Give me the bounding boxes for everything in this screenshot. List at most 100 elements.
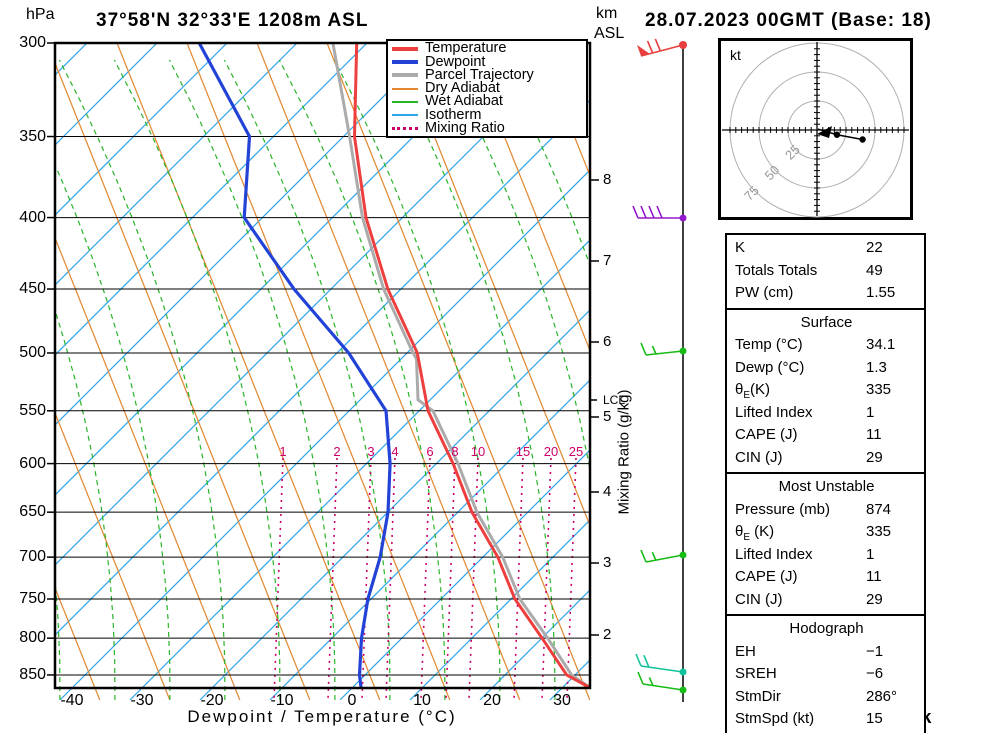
table-row-label: θE(K) bbox=[735, 381, 771, 401]
table-row-value: 874 bbox=[866, 500, 892, 518]
table-row: PW (cm) 1.55 bbox=[735, 282, 918, 305]
wet-adiabat-line bbox=[223, 59, 391, 700]
mixing-ratio-label: 4 bbox=[391, 444, 399, 459]
table-row: Lifted Index 1 bbox=[735, 402, 918, 425]
km-tick-label: 2 bbox=[603, 626, 612, 643]
table-row-value: 1 bbox=[866, 545, 875, 563]
table-row-label: CIN (J) bbox=[735, 448, 783, 466]
dry-adiabat-line bbox=[256, 43, 521, 700]
dry-adiabat-line bbox=[55, 411, 171, 700]
table-row: Totals Totals 49 bbox=[735, 260, 918, 283]
dry-adiabat-line bbox=[396, 43, 590, 528]
pressure-tick-label: 650 bbox=[19, 503, 46, 521]
isotherm-line bbox=[409, 519, 590, 700]
mixing-ratio-line bbox=[513, 457, 524, 700]
wet-adiabat-line bbox=[168, 59, 336, 700]
legend-item-label: Parcel Trajectory bbox=[425, 66, 534, 83]
hodograph-trace-dot bbox=[833, 131, 841, 138]
barb-station-dot bbox=[679, 551, 687, 559]
wind-barb bbox=[635, 653, 687, 676]
temperature-tick-label: -20 bbox=[200, 692, 224, 709]
mixing-ratio-label: 8 bbox=[451, 444, 459, 459]
legend-item: Parcel Trajectory bbox=[392, 66, 586, 83]
table-row: EH −1 bbox=[735, 641, 918, 664]
table-row: Pressure (mb) 874 bbox=[735, 499, 918, 522]
table-row-value: 1.3 bbox=[866, 358, 887, 376]
wind-barb bbox=[640, 549, 687, 563]
table-row-value: 22 bbox=[866, 239, 883, 256]
mixing-ratio-line bbox=[327, 457, 338, 700]
table-row-value: 11 bbox=[866, 426, 882, 443]
mixing-ratio-line bbox=[445, 457, 456, 700]
pressure-tick-label: 800 bbox=[19, 629, 46, 647]
legend-sample-line bbox=[392, 126, 418, 130]
pressure-axis-unit: hPa bbox=[26, 6, 55, 23]
legend-item-label: Temperature bbox=[425, 40, 507, 57]
mixing-ratio-label: 10 bbox=[470, 444, 486, 459]
dewpoint-curve bbox=[197, 43, 392, 688]
table-row-label: Pressure (mb) bbox=[735, 500, 831, 518]
legend-item-label: Wet Adiabat bbox=[425, 93, 503, 110]
pressure-tick-label: 400 bbox=[19, 208, 46, 226]
km-axis-unit: km bbox=[596, 5, 618, 22]
dry-adiabat-line bbox=[55, 61, 311, 700]
mixing-ratio-axis-title: Mixing Ratio (g/kg) bbox=[615, 389, 633, 515]
temperature-axis-title: Dewpoint / Temperature (°C) bbox=[187, 707, 457, 726]
temperature-tick-label: -30 bbox=[130, 692, 154, 709]
table-row-label: StmSpd (kt) bbox=[735, 710, 815, 727]
legend-item-label: Mixing Ratio bbox=[425, 119, 505, 136]
table-row-label: PW (cm) bbox=[735, 284, 794, 301]
km-tick-label: 5 bbox=[603, 408, 612, 425]
temperature-tick-label: 0 bbox=[347, 692, 357, 709]
dry-adiabat-line bbox=[326, 43, 590, 700]
wet-adiabat-line bbox=[443, 59, 590, 474]
legend-item-label: Dry Adiabat bbox=[425, 80, 500, 96]
wind-barb bbox=[637, 38, 687, 57]
background-lines bbox=[55, 43, 590, 700]
datetime-label: 28.07.2023 00GMT (Base: 18) bbox=[645, 10, 932, 31]
isotherm-line bbox=[55, 43, 508, 496]
pressure-tick-label: 300 bbox=[19, 34, 46, 51]
table-row-label: CAPE (J) bbox=[735, 426, 798, 443]
pressure-tick-label: 350 bbox=[19, 127, 46, 145]
wet-adiabat-line bbox=[278, 59, 446, 700]
isotherm-line bbox=[55, 43, 438, 426]
temperature-curve bbox=[352, 43, 590, 688]
table-row: θE (K) 335 bbox=[735, 521, 918, 544]
mixing-ratio-label: 3 bbox=[367, 444, 375, 459]
km-tick-label: 8 bbox=[603, 171, 612, 188]
temperature-tick-label: 20 bbox=[483, 692, 501, 709]
wet-adiabat-line bbox=[498, 59, 590, 268]
temperature-tick-label: 10 bbox=[413, 692, 431, 709]
pressure-tick-label: 550 bbox=[19, 401, 46, 419]
pressure-tick-label: 450 bbox=[19, 280, 46, 298]
legend-item-label: Isotherm bbox=[425, 106, 482, 123]
hodograph-unit-label: kt bbox=[730, 47, 741, 63]
table-row: CIN (J) 29 bbox=[735, 447, 918, 470]
table-row-value: 1 bbox=[866, 403, 875, 421]
mixing-ratio-label: 2 bbox=[333, 444, 341, 459]
table-section: K 22 Totals Totals 49 PW (cm) 1.55 bbox=[725, 233, 926, 310]
legend-item: Wet Adiabat bbox=[392, 93, 586, 110]
table-row: Lifted Index 1 bbox=[735, 544, 918, 567]
table-row-value: 34.1 bbox=[866, 336, 896, 353]
wet-adiabat-line bbox=[58, 59, 226, 700]
table-row-value: 335 bbox=[866, 523, 892, 540]
isotherm-line bbox=[269, 379, 590, 700]
km-tick-label: 6 bbox=[603, 333, 612, 350]
table-row-label: Lifted Index bbox=[735, 545, 813, 563]
pressure-tick-label: 700 bbox=[19, 548, 46, 566]
barb-station-dot bbox=[679, 41, 687, 49]
mixing-ratio-line bbox=[361, 457, 372, 700]
isotherm-line bbox=[55, 43, 368, 356]
dry-adiabat-line bbox=[466, 43, 590, 353]
chart-frame bbox=[53, 41, 592, 690]
station-title: 37°58'N 32°33'E 1208m ASL bbox=[96, 10, 369, 31]
legend: Temperature Dewpoint Parcel Trajectory Dry … bbox=[386, 39, 588, 138]
km-tick-label: 3 bbox=[603, 554, 612, 571]
legend-item-label: Dewpoint bbox=[425, 53, 486, 70]
mixing-ratio-label: 6 bbox=[426, 444, 434, 459]
table-row-value: 1.55 bbox=[866, 284, 896, 301]
